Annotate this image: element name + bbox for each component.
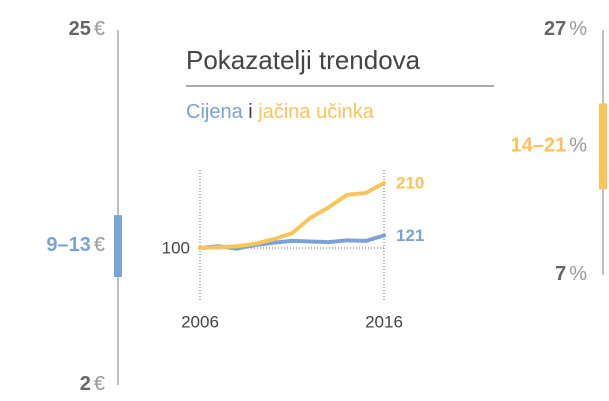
legend-conjunction: i bbox=[248, 101, 252, 123]
tick-unit: € bbox=[94, 373, 105, 395]
tick-value: 25 bbox=[69, 18, 91, 40]
range-label: 14–21% bbox=[511, 135, 588, 157]
title: Pokazatelji trendova bbox=[186, 45, 421, 75]
scale-tick-label: 2 € bbox=[80, 373, 105, 395]
tick-value: 7 bbox=[555, 263, 566, 285]
range-unit: € bbox=[94, 234, 105, 256]
value-label: 121 bbox=[396, 226, 424, 245]
x-tick-label: 2016 bbox=[365, 312, 403, 331]
range-bar bbox=[114, 215, 122, 277]
tick-unit: € bbox=[94, 18, 105, 40]
range-label: 9–13 € bbox=[46, 234, 105, 256]
scale-tick-label: 25 € bbox=[69, 18, 105, 40]
x-tick-label: 2006 bbox=[181, 312, 219, 331]
range-value: 14–21 bbox=[511, 135, 567, 157]
y-tick-label: 100 bbox=[162, 238, 190, 257]
scale-tick-label: 7% bbox=[555, 263, 587, 285]
range-unit: % bbox=[569, 135, 587, 157]
tick-value: 27 bbox=[544, 18, 566, 40]
tick-value: 2 bbox=[80, 373, 91, 395]
legend-entry: jačina učinka bbox=[257, 101, 375, 123]
range-bar bbox=[599, 103, 607, 190]
value-label: 210 bbox=[396, 173, 424, 192]
range-value: 9–13 bbox=[46, 234, 91, 256]
legend-entry: Cijena bbox=[186, 101, 244, 123]
scale-tick-label: 27% bbox=[544, 18, 587, 40]
subtitle: Cijena i jačina učinka bbox=[186, 101, 375, 123]
tick-unit: % bbox=[569, 18, 587, 40]
series-line bbox=[198, 181, 386, 250]
tick-unit: % bbox=[569, 263, 587, 285]
